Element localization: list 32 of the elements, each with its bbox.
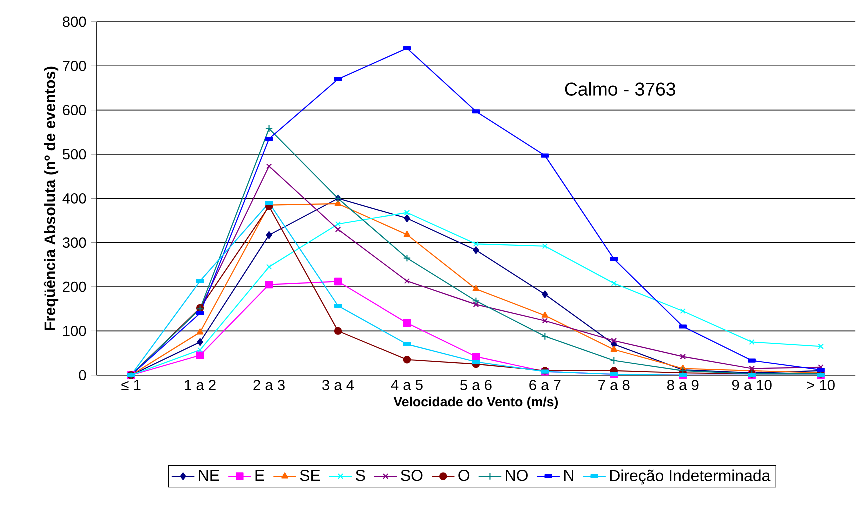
x-axis-title: Velocidade do Vento (m/s) — [394, 396, 558, 410]
x-tick-label: 5 a 6 — [460, 380, 492, 390]
y-tick-label: 200 — [63, 282, 86, 292]
legend-label: SO — [401, 470, 423, 482]
y-tick-label: 300 — [62, 238, 86, 248]
legend-label: Direção Indeterminada — [610, 470, 771, 485]
x-tick-label: ≤ 1 — [122, 380, 141, 390]
legend-label: E — [256, 470, 264, 481]
x-tick-label: 3 a 4 — [322, 380, 354, 390]
x-tick-label: 8 a 9 — [667, 380, 699, 390]
legend-label: N — [564, 470, 574, 481]
y-tick-label: 0 — [79, 370, 86, 380]
legend-label: SE — [300, 470, 320, 482]
x-tick-label: 9 a 10 — [732, 380, 772, 390]
legend-label: S — [356, 470, 366, 482]
y-tick-label: 700 — [63, 60, 86, 72]
y-tick-label: 100 — [63, 326, 86, 336]
y-tick-label: 600 — [63, 105, 86, 116]
x-tick-label: 1 a 2 — [185, 380, 216, 390]
x-tick-label: 6 a 7 — [530, 380, 561, 390]
annotation: Calmo - 3763 — [565, 82, 676, 96]
y-axis-title: Freqüência Absoluta (nº de eventos) — [44, 66, 59, 330]
x-tick-label: > 10 — [807, 380, 835, 390]
x-tick-label: 7 a 8 — [598, 380, 630, 390]
x-tick-label: 4 a 5 — [391, 380, 423, 390]
y-tick-label: 500 — [62, 149, 86, 160]
legend-label: O — [458, 470, 470, 482]
x-tick-label: 2 a 3 — [254, 380, 285, 390]
legend-label: NE — [199, 470, 220, 481]
legend-label: NO — [506, 470, 528, 482]
y-tick-label: 800 — [63, 16, 86, 28]
y-tick-label: 400 — [62, 193, 86, 204]
